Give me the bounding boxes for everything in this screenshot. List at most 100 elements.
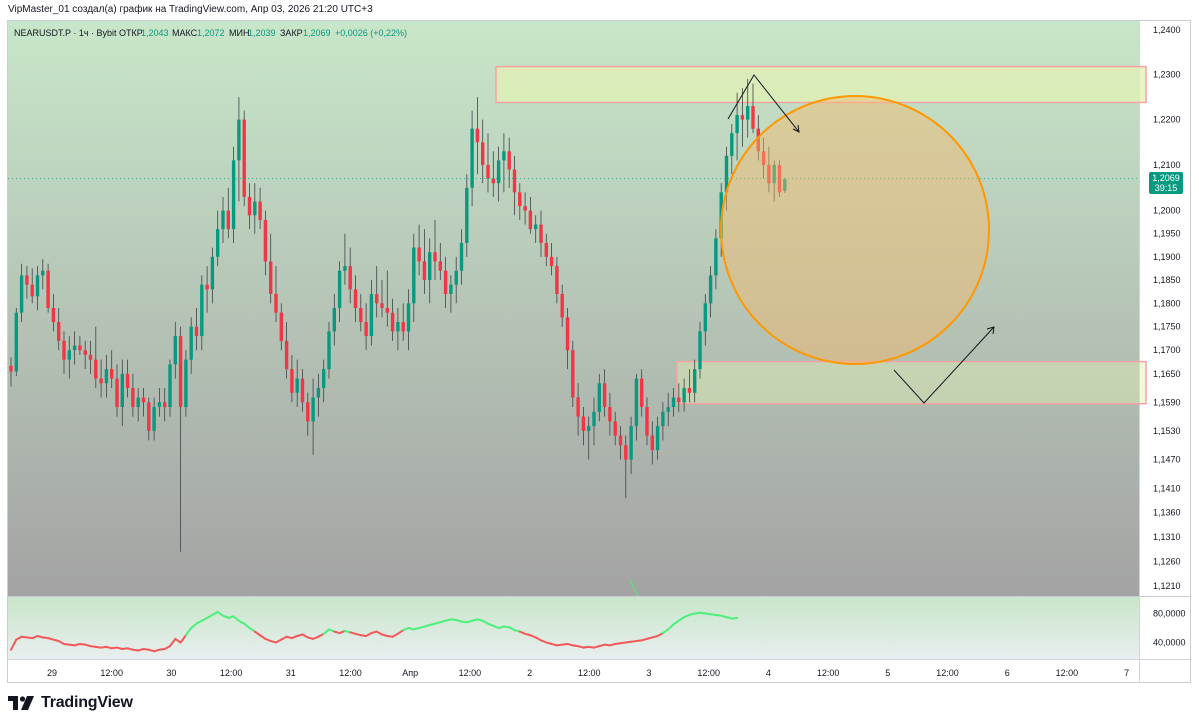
- candle-body: [332, 307, 336, 332]
- time-axis-label: 12:00: [459, 668, 482, 678]
- legend-close-value: 1,2069: [303, 28, 331, 38]
- candle-body: [677, 397, 681, 403]
- candle-body: [512, 169, 517, 193]
- legend-open-value: 1,2043: [141, 28, 169, 38]
- candle-body: [491, 178, 495, 184]
- candle-body: [226, 210, 230, 230]
- oscillator-line-segment: [163, 645, 171, 651]
- candle-body: [597, 383, 601, 412]
- oscillator-line-segment: [322, 628, 330, 635]
- oscillator-line-segment: [365, 632, 373, 637]
- candle-body: [650, 435, 654, 451]
- candle-body: [231, 160, 236, 230]
- oscillator-axis-label: 40,0000: [1153, 638, 1186, 648]
- candle-body: [115, 378, 119, 408]
- candle-body: [523, 206, 527, 211]
- candle-body: [443, 270, 448, 294]
- price-axis-label: 1,1360: [1153, 508, 1181, 518]
- oscillator-line-segment: [179, 634, 187, 644]
- footer: TradingView: [8, 694, 133, 712]
- legend-symbol[interactable]: NEARUSDT.P · 1ч · Bybit: [14, 28, 117, 38]
- oscillator-line-segment: [206, 613, 214, 619]
- candle-body: [157, 402, 162, 408]
- candle-body: [189, 326, 193, 360]
- oscillator-line-segment: [232, 615, 240, 622]
- candle-body: [184, 359, 188, 408]
- oscillator-line-segment: [508, 626, 516, 632]
- candle-body: [544, 242, 548, 257]
- candle-body: [767, 164, 771, 184]
- last-price-tag: 1,2069 39:15: [1149, 172, 1183, 194]
- candle-body: [375, 293, 379, 304]
- candle-body: [242, 119, 246, 197]
- candle-body: [756, 128, 760, 152]
- candle-body: [247, 196, 252, 216]
- candle-body: [751, 106, 755, 129]
- legend-high-value: 1,2072: [197, 28, 225, 38]
- candle-body: [369, 293, 374, 337]
- tradingview-logo-icon: [8, 696, 34, 710]
- candle-body: [454, 270, 458, 285]
- time-axis-label: 2: [527, 668, 532, 678]
- candle-body: [327, 331, 331, 370]
- time-axis-label: 12:00: [339, 668, 362, 678]
- candle-body: [624, 445, 628, 460]
- candle-body: [422, 261, 427, 281]
- candle-body: [125, 373, 130, 389]
- candle-body: [19, 275, 24, 313]
- candle-body: [438, 261, 442, 271]
- candle-body: [507, 151, 511, 170]
- time-axis-label: 6: [1005, 668, 1010, 678]
- price-axis-label: 1,1210: [1153, 581, 1181, 591]
- candle-body: [67, 350, 71, 360]
- chart-frame[interactable]: 80,0000 40,0000 1,2400 1,2300 1,2200 1,2100 1…: [7, 20, 1191, 683]
- oscillator-line-segment: [190, 622, 198, 629]
- price-axis-label: 1,1470: [1153, 455, 1181, 465]
- time-axis-label: 3: [646, 668, 651, 678]
- candle-body: [51, 307, 56, 323]
- price-chart[interactable]: 80,0000 40,0000 1,2400 1,2300 1,2200 1,2100 1…: [8, 21, 1190, 682]
- price-axis-label: 1,1530: [1153, 426, 1181, 436]
- oscillator-line-segment: [248, 627, 256, 633]
- time-axis-label: Апр: [402, 668, 418, 678]
- time-axis-label: 12:00: [1056, 668, 1079, 678]
- price-axis-label: 1,2000: [1153, 206, 1181, 216]
- candle-body: [592, 411, 596, 427]
- candle-body: [322, 369, 326, 389]
- candle-body: [88, 354, 93, 360]
- candle-body: [295, 378, 299, 393]
- candle-body: [141, 397, 146, 403]
- price-axis-label: 1,1800: [1153, 298, 1181, 308]
- oscillator-axis-label: 80,0000: [1153, 609, 1186, 619]
- candle-body: [581, 416, 586, 431]
- candle-body: [390, 312, 395, 332]
- candle-body: [417, 247, 421, 262]
- price-axis-label: 1,2200: [1153, 115, 1181, 125]
- main-pane-background: [8, 21, 1139, 596]
- legend[interactable]: NEARUSDT.P · 1ч · Bybit ОТКР 1,2043 МАКС…: [14, 28, 407, 38]
- oscillator-line-segment: [667, 623, 675, 631]
- bar-countdown: 39:15: [1155, 183, 1178, 193]
- candle-body: [284, 340, 289, 370]
- time-axis-label: 12:00: [578, 668, 601, 678]
- time-axis-label: 31: [286, 668, 296, 678]
- candle-body: [46, 270, 50, 308]
- candle-body: [502, 151, 506, 161]
- oscillator-line-segment: [259, 634, 267, 640]
- target-circle: [720, 95, 990, 365]
- candle-body: [496, 160, 501, 184]
- candle-body: [78, 345, 82, 351]
- candle-body: [549, 256, 554, 267]
- candle-body: [290, 369, 294, 393]
- oscillator-line-segment: [237, 619, 246, 625]
- oscillator-line-segment: [396, 629, 405, 635]
- candle-body: [205, 284, 209, 290]
- candle-body: [761, 151, 766, 165]
- candle-body: [57, 322, 61, 341]
- candle-body: [311, 397, 315, 422]
- candle-body: [470, 128, 474, 188]
- candle-body: [433, 252, 437, 262]
- candle-body: [555, 266, 559, 294]
- candle-body: [200, 284, 204, 337]
- candle-body: [364, 322, 368, 337]
